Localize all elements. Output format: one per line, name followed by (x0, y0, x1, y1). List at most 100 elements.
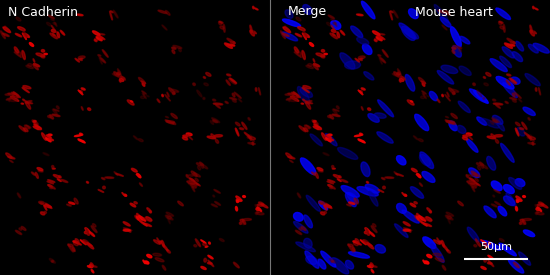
Ellipse shape (143, 260, 145, 264)
Ellipse shape (75, 241, 81, 245)
Ellipse shape (48, 15, 54, 19)
Ellipse shape (166, 215, 173, 220)
Ellipse shape (378, 100, 394, 117)
Ellipse shape (318, 170, 323, 172)
Ellipse shape (500, 26, 504, 29)
Ellipse shape (195, 239, 201, 247)
Ellipse shape (355, 241, 361, 245)
Ellipse shape (290, 97, 299, 101)
Ellipse shape (50, 185, 55, 189)
Ellipse shape (41, 55, 45, 58)
Ellipse shape (166, 212, 174, 216)
Ellipse shape (499, 238, 504, 241)
Ellipse shape (214, 202, 221, 205)
Ellipse shape (420, 221, 427, 226)
Ellipse shape (452, 47, 456, 49)
Ellipse shape (354, 198, 358, 204)
Ellipse shape (394, 224, 408, 237)
Ellipse shape (299, 126, 306, 132)
Ellipse shape (212, 118, 219, 123)
Ellipse shape (235, 207, 238, 211)
Ellipse shape (483, 243, 487, 246)
Ellipse shape (50, 188, 52, 189)
Ellipse shape (157, 99, 160, 103)
Ellipse shape (367, 233, 370, 235)
Ellipse shape (162, 240, 164, 247)
Ellipse shape (301, 226, 306, 230)
Ellipse shape (399, 23, 416, 39)
Ellipse shape (503, 185, 514, 194)
Ellipse shape (515, 128, 519, 136)
Ellipse shape (491, 181, 502, 191)
Ellipse shape (491, 204, 498, 207)
Ellipse shape (437, 238, 440, 244)
Ellipse shape (68, 244, 73, 247)
Ellipse shape (537, 207, 542, 211)
Ellipse shape (424, 94, 426, 98)
Ellipse shape (114, 172, 118, 175)
Ellipse shape (207, 136, 216, 139)
Ellipse shape (318, 201, 324, 204)
Ellipse shape (227, 44, 235, 46)
Ellipse shape (321, 212, 325, 215)
Ellipse shape (261, 204, 268, 208)
Ellipse shape (85, 242, 92, 246)
Ellipse shape (131, 168, 138, 172)
Ellipse shape (280, 31, 285, 39)
Ellipse shape (423, 237, 436, 249)
Ellipse shape (214, 189, 220, 193)
Ellipse shape (47, 22, 52, 26)
Ellipse shape (533, 43, 549, 53)
Ellipse shape (201, 164, 208, 169)
Ellipse shape (283, 27, 290, 32)
Ellipse shape (250, 30, 252, 33)
Ellipse shape (192, 83, 195, 86)
Ellipse shape (504, 196, 515, 205)
Ellipse shape (519, 252, 531, 265)
Ellipse shape (44, 211, 46, 214)
Ellipse shape (140, 221, 147, 226)
Ellipse shape (127, 100, 134, 105)
Ellipse shape (301, 103, 304, 104)
Ellipse shape (295, 49, 299, 53)
Ellipse shape (480, 162, 483, 166)
Ellipse shape (530, 25, 532, 32)
Ellipse shape (303, 86, 311, 89)
Ellipse shape (410, 101, 412, 102)
Ellipse shape (251, 31, 255, 33)
Ellipse shape (45, 205, 51, 208)
Ellipse shape (97, 34, 104, 35)
Ellipse shape (178, 201, 183, 206)
Ellipse shape (26, 125, 31, 128)
Ellipse shape (195, 178, 199, 182)
Ellipse shape (442, 265, 446, 270)
Ellipse shape (357, 187, 378, 196)
Ellipse shape (426, 95, 429, 97)
Ellipse shape (116, 173, 123, 176)
Ellipse shape (216, 105, 221, 108)
Ellipse shape (22, 87, 29, 93)
Ellipse shape (73, 247, 75, 252)
Ellipse shape (337, 32, 339, 38)
Ellipse shape (351, 26, 363, 38)
Ellipse shape (356, 14, 363, 16)
Ellipse shape (505, 101, 508, 103)
Ellipse shape (243, 196, 245, 197)
Ellipse shape (302, 99, 305, 101)
Ellipse shape (364, 72, 374, 80)
Ellipse shape (92, 224, 96, 227)
Ellipse shape (113, 10, 118, 18)
Ellipse shape (179, 48, 182, 52)
Ellipse shape (98, 189, 104, 192)
Ellipse shape (158, 10, 167, 13)
Ellipse shape (425, 261, 429, 264)
Ellipse shape (300, 158, 316, 175)
Ellipse shape (22, 51, 25, 60)
Ellipse shape (304, 215, 312, 228)
Text: N Cadherin: N Cadherin (8, 6, 78, 18)
Ellipse shape (469, 180, 472, 182)
Ellipse shape (188, 175, 194, 176)
Ellipse shape (169, 88, 175, 94)
Ellipse shape (85, 228, 90, 233)
Ellipse shape (189, 180, 192, 182)
